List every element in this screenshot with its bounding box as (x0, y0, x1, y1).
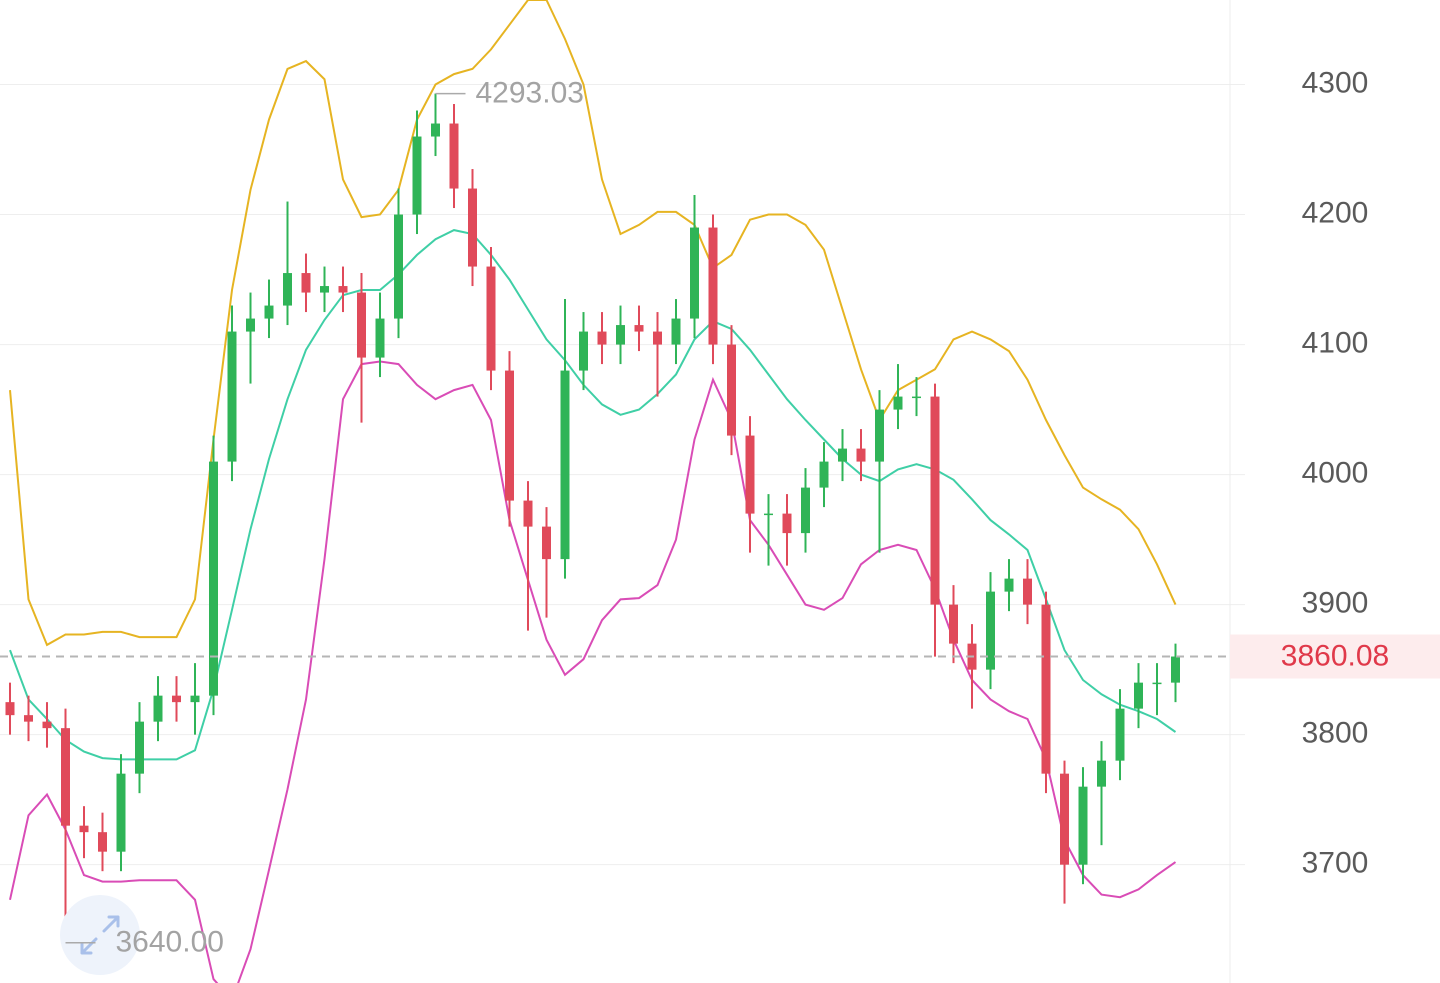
expand-icon[interactable] (80, 915, 120, 955)
candle-body (1023, 578, 1032, 605)
candle-body (116, 773, 126, 852)
candle-body (98, 832, 107, 852)
candle-body (1041, 604, 1051, 774)
candle-body (523, 500, 533, 527)
candle-body (153, 695, 163, 722)
candle-body (394, 214, 403, 319)
candle-body (172, 695, 181, 703)
candle-body (745, 435, 755, 514)
candle-body (283, 273, 292, 306)
candle-body (542, 526, 551, 560)
candle-body (431, 123, 440, 137)
y-tick-label: 4100 (1302, 326, 1369, 359)
candle-body (819, 461, 829, 488)
y-tick-label: 3700 (1302, 847, 1369, 880)
candle-body (579, 331, 588, 371)
overlay: 3860.08 4293.03 3640.00 (0, 77, 1440, 975)
candle-body (986, 591, 995, 670)
y-tick-label: 3900 (1302, 587, 1369, 620)
y-tick-label: 4300 (1302, 66, 1369, 99)
band-line (9, 0, 1177, 647)
band-line (9, 229, 1177, 761)
candle-body (468, 188, 477, 267)
candle-body (690, 227, 699, 319)
candle-body (412, 136, 422, 215)
candle-body (653, 331, 662, 345)
band-line (9, 360, 1177, 983)
grid (0, 84, 1245, 866)
candle-body (893, 396, 903, 410)
candle-body (782, 513, 792, 534)
candle-body (1060, 773, 1069, 865)
candle-body (264, 305, 274, 319)
candle-body (135, 721, 144, 774)
candle-body (190, 695, 200, 703)
y-tick-label: 3800 (1302, 717, 1369, 750)
last-price-label: 3860.08 (1281, 639, 1389, 672)
candle-body (338, 286, 348, 293)
candle-body (486, 266, 496, 371)
candle-body (634, 325, 644, 332)
candle-body (42, 721, 52, 729)
candle-body (597, 331, 607, 345)
candle-body (560, 370, 570, 560)
candle-body (227, 331, 237, 462)
expand-icon-bg[interactable] (60, 895, 140, 975)
bands (9, 0, 1177, 983)
candle-body (61, 728, 70, 826)
candle-body (209, 461, 218, 696)
candles (5, 93, 1180, 943)
y-axis: 3700 3800 3900 4000 4100 4200 4300 (1302, 66, 1369, 879)
candle-body (320, 286, 329, 293)
candle-body (1097, 760, 1106, 787)
y-tick-label: 4200 (1302, 196, 1369, 229)
candle-body (1115, 708, 1125, 761)
candle-body (1134, 682, 1143, 709)
candle-body (357, 292, 366, 358)
last-price-box (1230, 634, 1440, 679)
candle-body (764, 513, 773, 516)
candle-body (79, 825, 89, 833)
candle-body (671, 318, 681, 345)
candle-body (1152, 682, 1162, 685)
candle-body (505, 370, 514, 501)
candle-body (801, 487, 810, 534)
candle-body (727, 344, 736, 436)
y-tick-label: 4000 (1302, 457, 1369, 490)
candle-body (5, 702, 15, 716)
candle-body (930, 396, 940, 605)
candle-body (838, 448, 847, 462)
candle-body (1078, 786, 1088, 865)
annotation-label: 4293.03 (476, 77, 584, 110)
candle-body (24, 715, 33, 722)
candle-body (449, 123, 459, 189)
annotation-label: 3640.00 (116, 926, 224, 959)
candle-body (875, 409, 884, 462)
candle-body (1171, 656, 1180, 683)
candle-body (246, 318, 255, 332)
candle-body (949, 604, 958, 644)
candle-body (301, 273, 311, 293)
candle-body (856, 448, 866, 462)
candle-body (375, 318, 385, 358)
candle-body (616, 325, 625, 345)
candle-body (708, 227, 718, 345)
candle-body (1004, 578, 1014, 592)
candle-body (912, 396, 921, 399)
